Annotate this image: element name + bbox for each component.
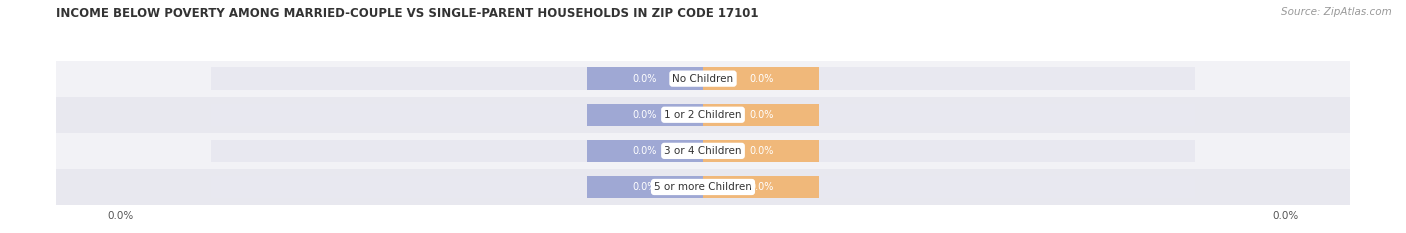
Text: 5 or more Children: 5 or more Children: [654, 182, 752, 192]
Bar: [703, 140, 1195, 162]
Bar: [703, 176, 820, 198]
Text: 0.0%: 0.0%: [749, 74, 773, 84]
Bar: [703, 140, 820, 162]
Bar: [211, 176, 703, 198]
Text: 0.0%: 0.0%: [633, 110, 657, 120]
Bar: [703, 67, 1195, 90]
Bar: [211, 103, 703, 126]
Bar: [703, 176, 1195, 198]
Text: 0.0%: 0.0%: [633, 182, 657, 192]
Bar: [703, 103, 1195, 126]
Bar: [211, 67, 703, 90]
Text: 1 or 2 Children: 1 or 2 Children: [664, 110, 742, 120]
Bar: [586, 67, 703, 90]
Bar: [703, 103, 820, 126]
Text: 0.0%: 0.0%: [749, 146, 773, 156]
Text: 0.0%: 0.0%: [633, 74, 657, 84]
Bar: [586, 140, 703, 162]
Text: 0.0%: 0.0%: [633, 146, 657, 156]
Bar: [703, 67, 820, 90]
Text: Source: ZipAtlas.com: Source: ZipAtlas.com: [1281, 7, 1392, 17]
Text: 3 or 4 Children: 3 or 4 Children: [664, 146, 742, 156]
Bar: [586, 103, 703, 126]
Text: 0.0%: 0.0%: [749, 182, 773, 192]
Bar: [586, 176, 703, 198]
Text: No Children: No Children: [672, 74, 734, 84]
Text: 0.0%: 0.0%: [749, 110, 773, 120]
Text: INCOME BELOW POVERTY AMONG MARRIED-COUPLE VS SINGLE-PARENT HOUSEHOLDS IN ZIP COD: INCOME BELOW POVERTY AMONG MARRIED-COUPL…: [56, 7, 759, 20]
Bar: [211, 140, 703, 162]
